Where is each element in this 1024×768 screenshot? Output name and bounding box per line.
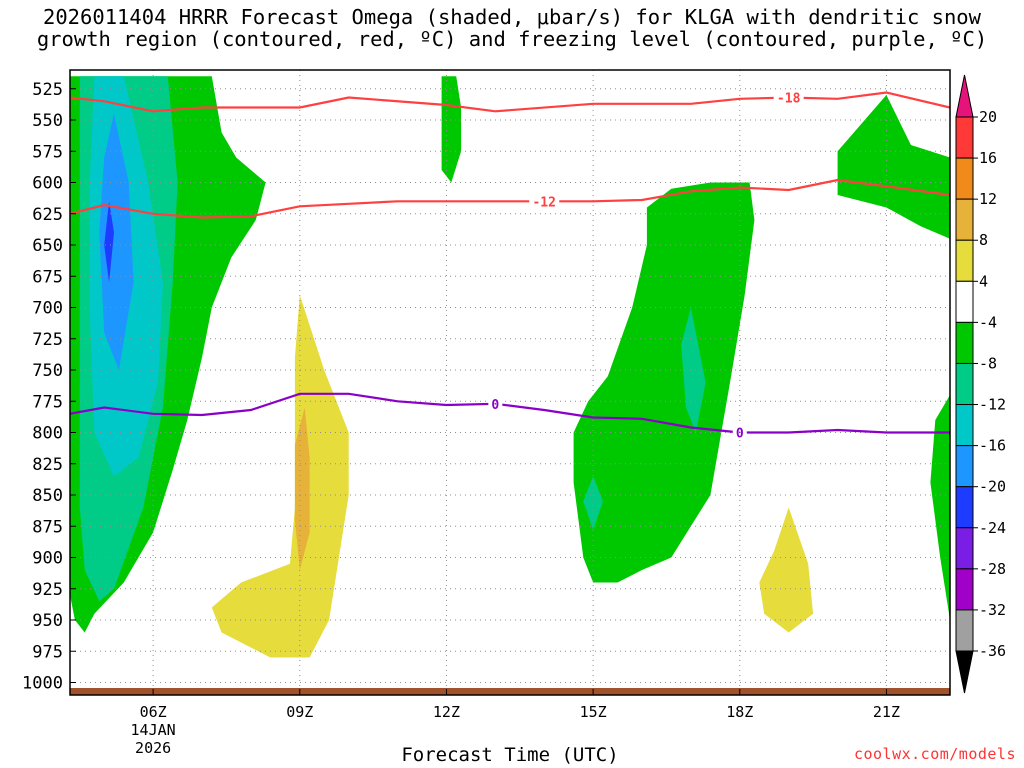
chart-title-line1: 2026011404 HRRR Forecast Omega (shaded, … <box>43 5 981 29</box>
x-tick-label-21Z: 21Z <box>873 703 900 721</box>
y-tick-label-850: 850 <box>32 486 63 506</box>
y-tick-label-925: 925 <box>32 580 63 600</box>
colorbar-bin-6 <box>955 362 974 406</box>
colorbar-label-1: 16 <box>979 149 997 167</box>
region-teal-diamond-15z <box>583 476 603 530</box>
colorbar-bin-12 <box>955 609 974 652</box>
colorbar-bin-8 <box>955 445 974 488</box>
region-yellow-blob-19z <box>759 507 814 633</box>
freezing-level-contour-label-2: 0 <box>736 427 744 442</box>
colorbar-label-4: 4 <box>979 272 988 290</box>
region-blue-core <box>99 113 134 371</box>
y-tick-label-750: 750 <box>32 361 63 381</box>
colorbar-over-arrow <box>955 74 974 118</box>
dgz-upper-contour-label: -18 <box>777 92 801 107</box>
region-green-blob-15z <box>573 182 755 583</box>
y-tick-label-825: 825 <box>32 455 63 475</box>
colorbar-bin-1 <box>955 157 974 200</box>
colorbar-label-7: -12 <box>979 396 1006 414</box>
colorbar-label-8: -16 <box>979 437 1006 455</box>
colorbar-bin-10 <box>955 527 974 570</box>
dgz-lower-contour-label-bg <box>529 193 560 209</box>
colorbar-label-9: -20 <box>979 478 1006 496</box>
y-tick-label-675: 675 <box>32 267 63 287</box>
region-green-ne-21z <box>837 95 950 239</box>
y-tick-label-525: 525 <box>32 80 63 100</box>
colorbar-bin-7 <box>955 404 974 447</box>
y-tick-label-1000: 1000 <box>22 674 63 694</box>
colorbar-label-6: -8 <box>979 354 997 372</box>
y-tick-label-900: 900 <box>32 549 63 569</box>
y-tick-label-575: 575 <box>32 142 63 162</box>
dgz-upper-contour <box>70 91 950 113</box>
colorbar-bin-0 <box>955 116 974 159</box>
y-tick-label-700: 700 <box>32 299 63 319</box>
source-credit: coolwx.com/models <box>853 745 1016 763</box>
colorbar-label-13: -36 <box>979 642 1006 660</box>
x-axis-label: Forecast Time (UTC) <box>401 744 619 766</box>
y-tick-label-875: 875 <box>32 517 63 537</box>
chart-title-line2: growth region (contoured, red, ºC) and f… <box>36 27 988 51</box>
y-tick-label-725: 725 <box>32 330 63 350</box>
freezing-level-contour-label-bg <box>488 395 503 411</box>
y-tick-label-975: 975 <box>32 642 63 662</box>
y-tick-label-775: 775 <box>32 392 63 412</box>
x-tick-label-12Z: 12Z <box>433 703 460 721</box>
terrain-strip <box>70 688 950 695</box>
colorbar-label-5: -4 <box>979 313 997 331</box>
shaded-regions <box>70 76 950 658</box>
chart-title: 2026011404 HRRR Forecast Omega (shaded, … <box>0 6 1024 50</box>
colorbar-label-11: -28 <box>979 560 1006 578</box>
colorbar: 20 16 12 8 4 -4 -8 -12 -16 -20 -24 -28 -32 -36 <box>955 74 1006 694</box>
colorbar-label-10: -24 <box>979 519 1006 537</box>
colorbar-label-2: 12 <box>979 190 997 208</box>
region-green-edge-east <box>930 395 950 620</box>
colorbar-bin-2 <box>955 198 974 241</box>
colorbar-label-3: 8 <box>979 231 988 249</box>
region-dark-blue-core <box>104 201 114 283</box>
region-teal-blob-17z <box>681 307 706 433</box>
x-tick-label-06Z: 06Z <box>140 703 167 721</box>
region-yellow-plume-09z <box>211 295 349 658</box>
y-tick-label-800: 800 <box>32 424 63 444</box>
y-tick-label-625: 625 <box>32 205 63 225</box>
region-orange-core-09z <box>294 407 310 570</box>
contour-lines: -18 -12 0 0 <box>70 89 950 442</box>
colorbar-bin-9 <box>955 486 974 529</box>
colorbar-bin-3 <box>955 239 974 282</box>
freezing-level-contour-label: 0 <box>491 398 499 413</box>
dgz-lower-contour-label: -12 <box>532 195 555 210</box>
colorbar-label-0: 20 <box>979 108 997 126</box>
freezing-level-contour-label-bg-2 <box>732 424 747 440</box>
colorbar-bin-5 <box>955 321 974 364</box>
pressure-axis: 525 550 575 600 625 650 675 700 725 750 775 800 825 8… <box>22 80 76 694</box>
colorbar-label-12: -32 <box>979 601 1006 619</box>
colorbar-under-arrow <box>955 650 974 694</box>
y-tick-label-650: 650 <box>32 236 63 256</box>
x-tick-year: 2026 <box>135 739 171 757</box>
colorbar-bin-4 <box>955 280 974 323</box>
dgz-upper-contour-label-bg <box>773 89 804 105</box>
y-tick-label-600: 600 <box>32 174 63 194</box>
colorbar-bin-11 <box>955 568 974 611</box>
y-tick-label-550: 550 <box>32 111 63 131</box>
grid-lines <box>70 70 950 695</box>
dgz-lower-contour <box>70 178 950 219</box>
plot-frame <box>69 69 951 696</box>
x-tick-label-15Z: 15Z <box>580 703 607 721</box>
x-tick-label-09Z: 09Z <box>286 703 313 721</box>
x-tick-date: 14JAN <box>131 721 176 739</box>
y-tick-label-950: 950 <box>32 611 63 631</box>
x-tick-label-18Z: 18Z <box>726 703 753 721</box>
